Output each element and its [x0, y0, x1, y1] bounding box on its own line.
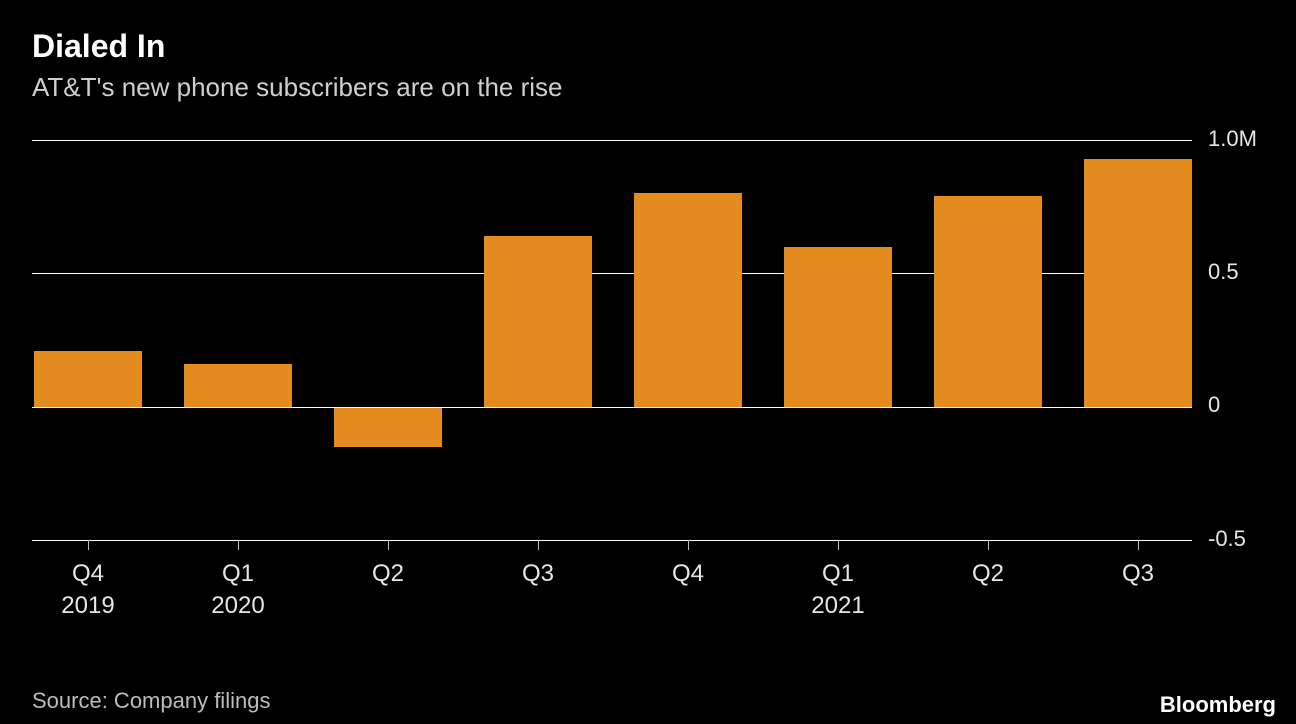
x-axis-quarter-label: Q4 [672, 560, 704, 588]
gridline [32, 140, 1192, 141]
x-axis-year-label: 2021 [811, 592, 864, 620]
x-axis-quarter-label: Q2 [372, 560, 404, 588]
bar [1084, 159, 1192, 407]
brand-logo: Bloomberg [1160, 692, 1276, 718]
x-tick-mark [838, 540, 839, 550]
x-axis-year-label: 2019 [61, 592, 114, 620]
bar [334, 407, 442, 447]
x-axis-year-label: 2020 [211, 592, 264, 620]
x-tick-mark [1138, 540, 1139, 550]
x-tick-mark [388, 540, 389, 550]
source-text: Source: Company filings [32, 688, 270, 714]
x-tick-mark [988, 540, 989, 550]
zero-baseline [32, 407, 1192, 408]
chart-subtitle: AT&T's new phone subscribers are on the … [32, 72, 563, 103]
bar [484, 236, 592, 407]
plot-area: 1.0M0.50-0.5 [32, 140, 1192, 540]
bar [784, 247, 892, 407]
chart-title: Dialed In [32, 28, 165, 65]
x-tick-mark [688, 540, 689, 550]
bar [934, 196, 1042, 407]
bar [634, 193, 742, 406]
x-axis-quarter-label: Q3 [522, 560, 554, 588]
y-axis-label: 1.0M [1208, 126, 1257, 152]
x-tick-mark [538, 540, 539, 550]
y-axis-label: -0.5 [1208, 526, 1246, 552]
bar [34, 351, 142, 407]
y-axis-label: 0.5 [1208, 259, 1239, 285]
y-axis-label: 0 [1208, 392, 1220, 418]
x-axis-quarter-label: Q4 [72, 560, 104, 588]
x-axis-quarter-label: Q3 [1122, 560, 1154, 588]
x-axis-quarter-label: Q1 [222, 560, 254, 588]
x-axis-quarter-label: Q2 [972, 560, 1004, 588]
gridline [32, 540, 1192, 541]
x-tick-mark [238, 540, 239, 550]
bar [184, 364, 292, 407]
x-axis-quarter-label: Q1 [822, 560, 854, 588]
x-tick-mark [88, 540, 89, 550]
chart-root: Dialed In AT&T's new phone subscribers a… [0, 0, 1296, 724]
